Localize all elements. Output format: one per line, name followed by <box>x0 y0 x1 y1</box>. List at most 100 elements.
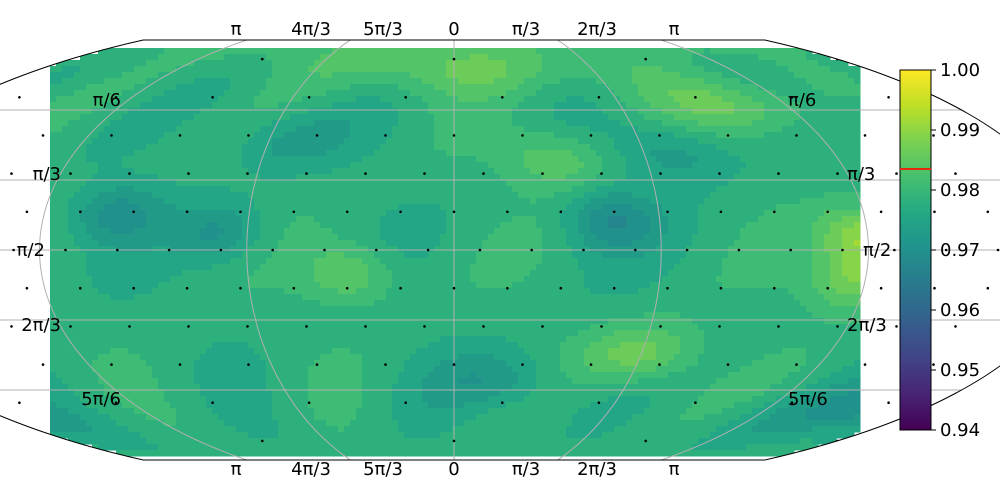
sample-point <box>271 248 275 252</box>
sample-point <box>719 286 723 290</box>
colorbar-tick-label: 0.99 <box>940 120 980 141</box>
sample-point <box>261 439 264 443</box>
sample-point <box>399 210 402 214</box>
sample-point <box>658 134 661 137</box>
colorbar-tick-label: 0.96 <box>940 300 980 321</box>
bottom-tick-label: π/3 <box>512 459 540 480</box>
tick-labels: π 4π/3 5π/3 0 π/3 2π/3 π π 4π/3 5π/3 0 π/3 2π/3 π π/6 π… <box>17 19 892 480</box>
sample-point <box>893 248 896 252</box>
sample-point <box>996 248 1000 252</box>
left-tick-label: 2π/3 <box>21 315 61 336</box>
sample-point <box>423 325 426 328</box>
sample-point <box>541 172 544 175</box>
sample-point <box>863 134 867 137</box>
sample-point <box>521 134 524 137</box>
sample-point <box>789 248 792 252</box>
sample-point <box>795 134 798 137</box>
sample-point <box>18 401 21 405</box>
sample-point <box>694 96 697 99</box>
sample-point <box>110 363 113 366</box>
sample-point <box>261 57 264 61</box>
colorbar-gradient <box>899 69 932 431</box>
right-tick-label: 5π/6 <box>788 389 828 410</box>
sample-point <box>247 363 250 366</box>
sample-point <box>132 286 135 290</box>
sample-point <box>18 96 21 99</box>
sample-point <box>10 172 13 175</box>
top-tick-label: 4π/3 <box>291 19 331 40</box>
colorbar-tick-label: 0.98 <box>940 180 980 201</box>
sample-point <box>12 248 15 252</box>
sample-point <box>790 96 794 99</box>
sample-point <box>501 401 504 405</box>
sample-point <box>826 286 829 290</box>
sample-point <box>110 134 113 137</box>
graticule <box>0 40 1000 460</box>
sample-point <box>114 401 118 405</box>
sample-point <box>790 401 794 405</box>
left-tick-label: π/3 <box>33 164 61 185</box>
sample-point <box>600 172 603 175</box>
sample-point <box>452 439 456 443</box>
sample-point <box>25 210 29 214</box>
sample-point <box>795 363 798 366</box>
right-tick-label: π/2 <box>863 240 891 261</box>
sample-point <box>69 325 72 328</box>
sample-point <box>944 248 948 252</box>
sample-point <box>219 248 223 252</box>
sample-point <box>452 286 456 290</box>
sample-point <box>247 134 250 137</box>
sample-point <box>559 286 563 290</box>
sample-point <box>178 363 182 366</box>
sample-point <box>612 286 616 290</box>
sample-point <box>658 363 661 366</box>
sample-point <box>895 325 898 328</box>
sample-point <box>726 363 730 366</box>
left-tick-label: π/2 <box>17 240 45 261</box>
right-tick-label: 2π/3 <box>847 315 887 336</box>
sample-point <box>597 96 601 99</box>
colorbar-tick-label: 0.95 <box>940 360 980 381</box>
sample-point <box>501 96 504 99</box>
sample-point <box>644 57 647 61</box>
sample-point <box>114 96 118 99</box>
sample-point <box>364 325 367 328</box>
sample-point <box>64 248 67 252</box>
sample-point <box>659 172 662 175</box>
sample-point <box>826 210 829 214</box>
sample-point <box>426 248 430 252</box>
right-tick-label: π/3 <box>847 164 875 185</box>
bottom-tick-label: 4π/3 <box>291 459 331 480</box>
sample-point <box>777 325 780 328</box>
sample-point <box>521 363 524 366</box>
sample-point <box>506 210 509 214</box>
sample-point <box>364 172 367 175</box>
sample-point <box>246 172 249 175</box>
sample-point <box>718 172 721 175</box>
colorbar-tick-label: 1.00 <box>940 60 980 81</box>
sample-point <box>323 248 326 252</box>
bottom-tick-label: π <box>669 459 680 480</box>
sample-point <box>694 401 697 405</box>
sample-point <box>452 134 456 137</box>
sample-point <box>589 134 593 137</box>
top-tick-label: 0 <box>448 19 459 40</box>
sample-point <box>305 172 308 175</box>
sample-point <box>307 96 311 99</box>
sample-point <box>559 210 563 214</box>
sample-point <box>187 325 190 328</box>
sample-point <box>932 363 935 366</box>
sample-point <box>634 248 637 252</box>
sample-point <box>836 325 839 328</box>
sample-point <box>600 325 603 328</box>
sample-point <box>79 210 82 214</box>
sample-point <box>178 134 182 137</box>
sample-point <box>128 325 131 328</box>
sample-point <box>482 172 485 175</box>
sample-point <box>384 363 387 366</box>
sample-point <box>452 363 456 366</box>
sample-point <box>954 172 957 175</box>
sample-point <box>887 401 890 405</box>
sample-point <box>933 210 936 214</box>
